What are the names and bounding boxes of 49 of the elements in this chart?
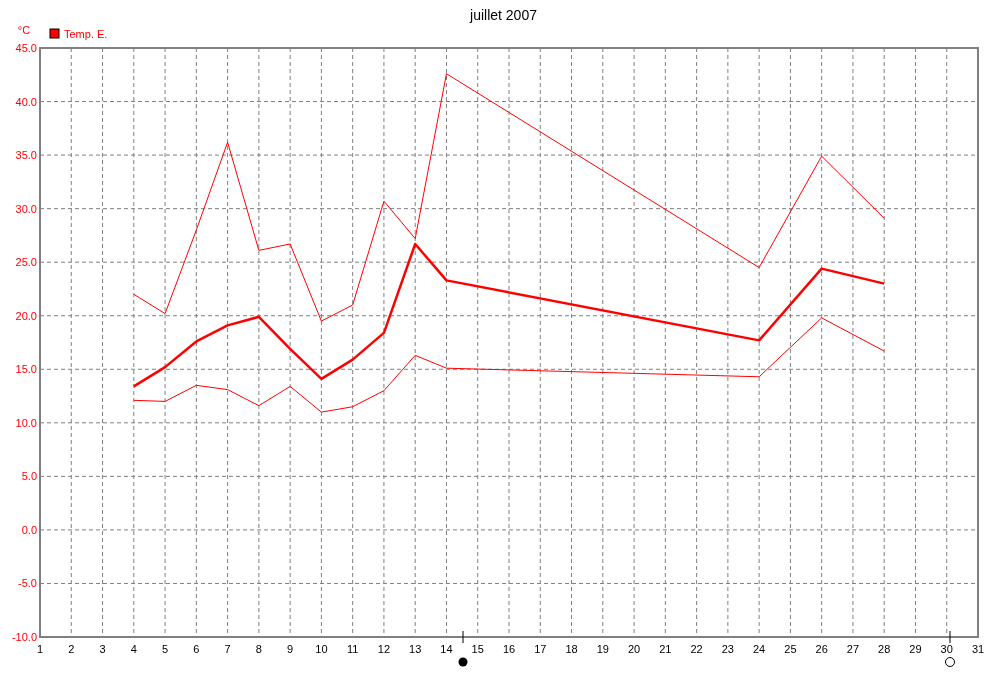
y-tick-label: 10.0	[15, 416, 37, 429]
x-tick-label: 1	[36, 643, 44, 655]
x-tick-label: 14	[440, 643, 453, 655]
x-tick-label: 2	[68, 643, 75, 655]
y-tick-label: 15.0	[15, 363, 37, 376]
x-tick-label: 25	[784, 643, 797, 655]
x-tick-label: 15	[471, 643, 484, 655]
y-tick-label: 20.0	[15, 309, 37, 322]
y-tick-label: 45.0	[15, 42, 37, 54]
x-tick-label: 3	[99, 643, 106, 655]
y-axis-title: °C	[17, 24, 31, 36]
y-tick-label: -5.0	[18, 577, 37, 590]
chart-title: juillet 2007	[469, 7, 538, 23]
x-tick-label: 10	[315, 643, 328, 655]
x-tick-label: 23	[721, 643, 734, 655]
x-tick-label: 12	[377, 643, 391, 655]
y-tick-label: 40.0	[15, 95, 37, 108]
x-tick-label: 11	[346, 643, 359, 655]
x-tick-label: 9	[287, 643, 294, 655]
y-tick-label: 30.0	[15, 202, 37, 215]
x-tick-label: 5	[162, 643, 169, 655]
x-tick-label: 28	[878, 643, 891, 655]
x-tick-label: 4	[130, 643, 137, 655]
x-tick-label: 18	[565, 643, 578, 655]
y-tick-label: 5.0	[21, 470, 37, 483]
x-tick-label: 20	[627, 643, 641, 655]
x-tick-label: 19	[596, 643, 609, 655]
x-tick-label: 26	[815, 643, 828, 655]
line-series	[133, 73, 885, 322]
x-tick-label: 16	[502, 643, 516, 655]
y-tick-label: -10.0	[11, 631, 37, 643]
x-tick-label: 31	[971, 643, 985, 655]
legend-label: Temp. E.	[64, 28, 108, 40]
x-tick-label: 13	[409, 643, 422, 655]
x-tick-label: 21	[659, 643, 672, 655]
x-tick-label: 27	[846, 643, 860, 655]
x-tick-label: 7	[224, 643, 231, 655]
y-tick-label: 25.0	[15, 256, 37, 269]
x-tick-label: 24	[753, 643, 766, 655]
x-tick-label: 8	[255, 643, 262, 655]
x-tick-label: 17	[534, 643, 547, 655]
x-tick-label: 30	[940, 643, 953, 655]
line-series	[132, 242, 886, 388]
x-tick-label: 29	[909, 643, 922, 655]
x-tick-label: 6	[193, 643, 200, 655]
x-tick-label: 22	[690, 643, 703, 655]
line-series	[133, 317, 885, 413]
y-tick-label: 0.0	[21, 523, 37, 536]
y-tick-label: 35.0	[15, 149, 37, 162]
